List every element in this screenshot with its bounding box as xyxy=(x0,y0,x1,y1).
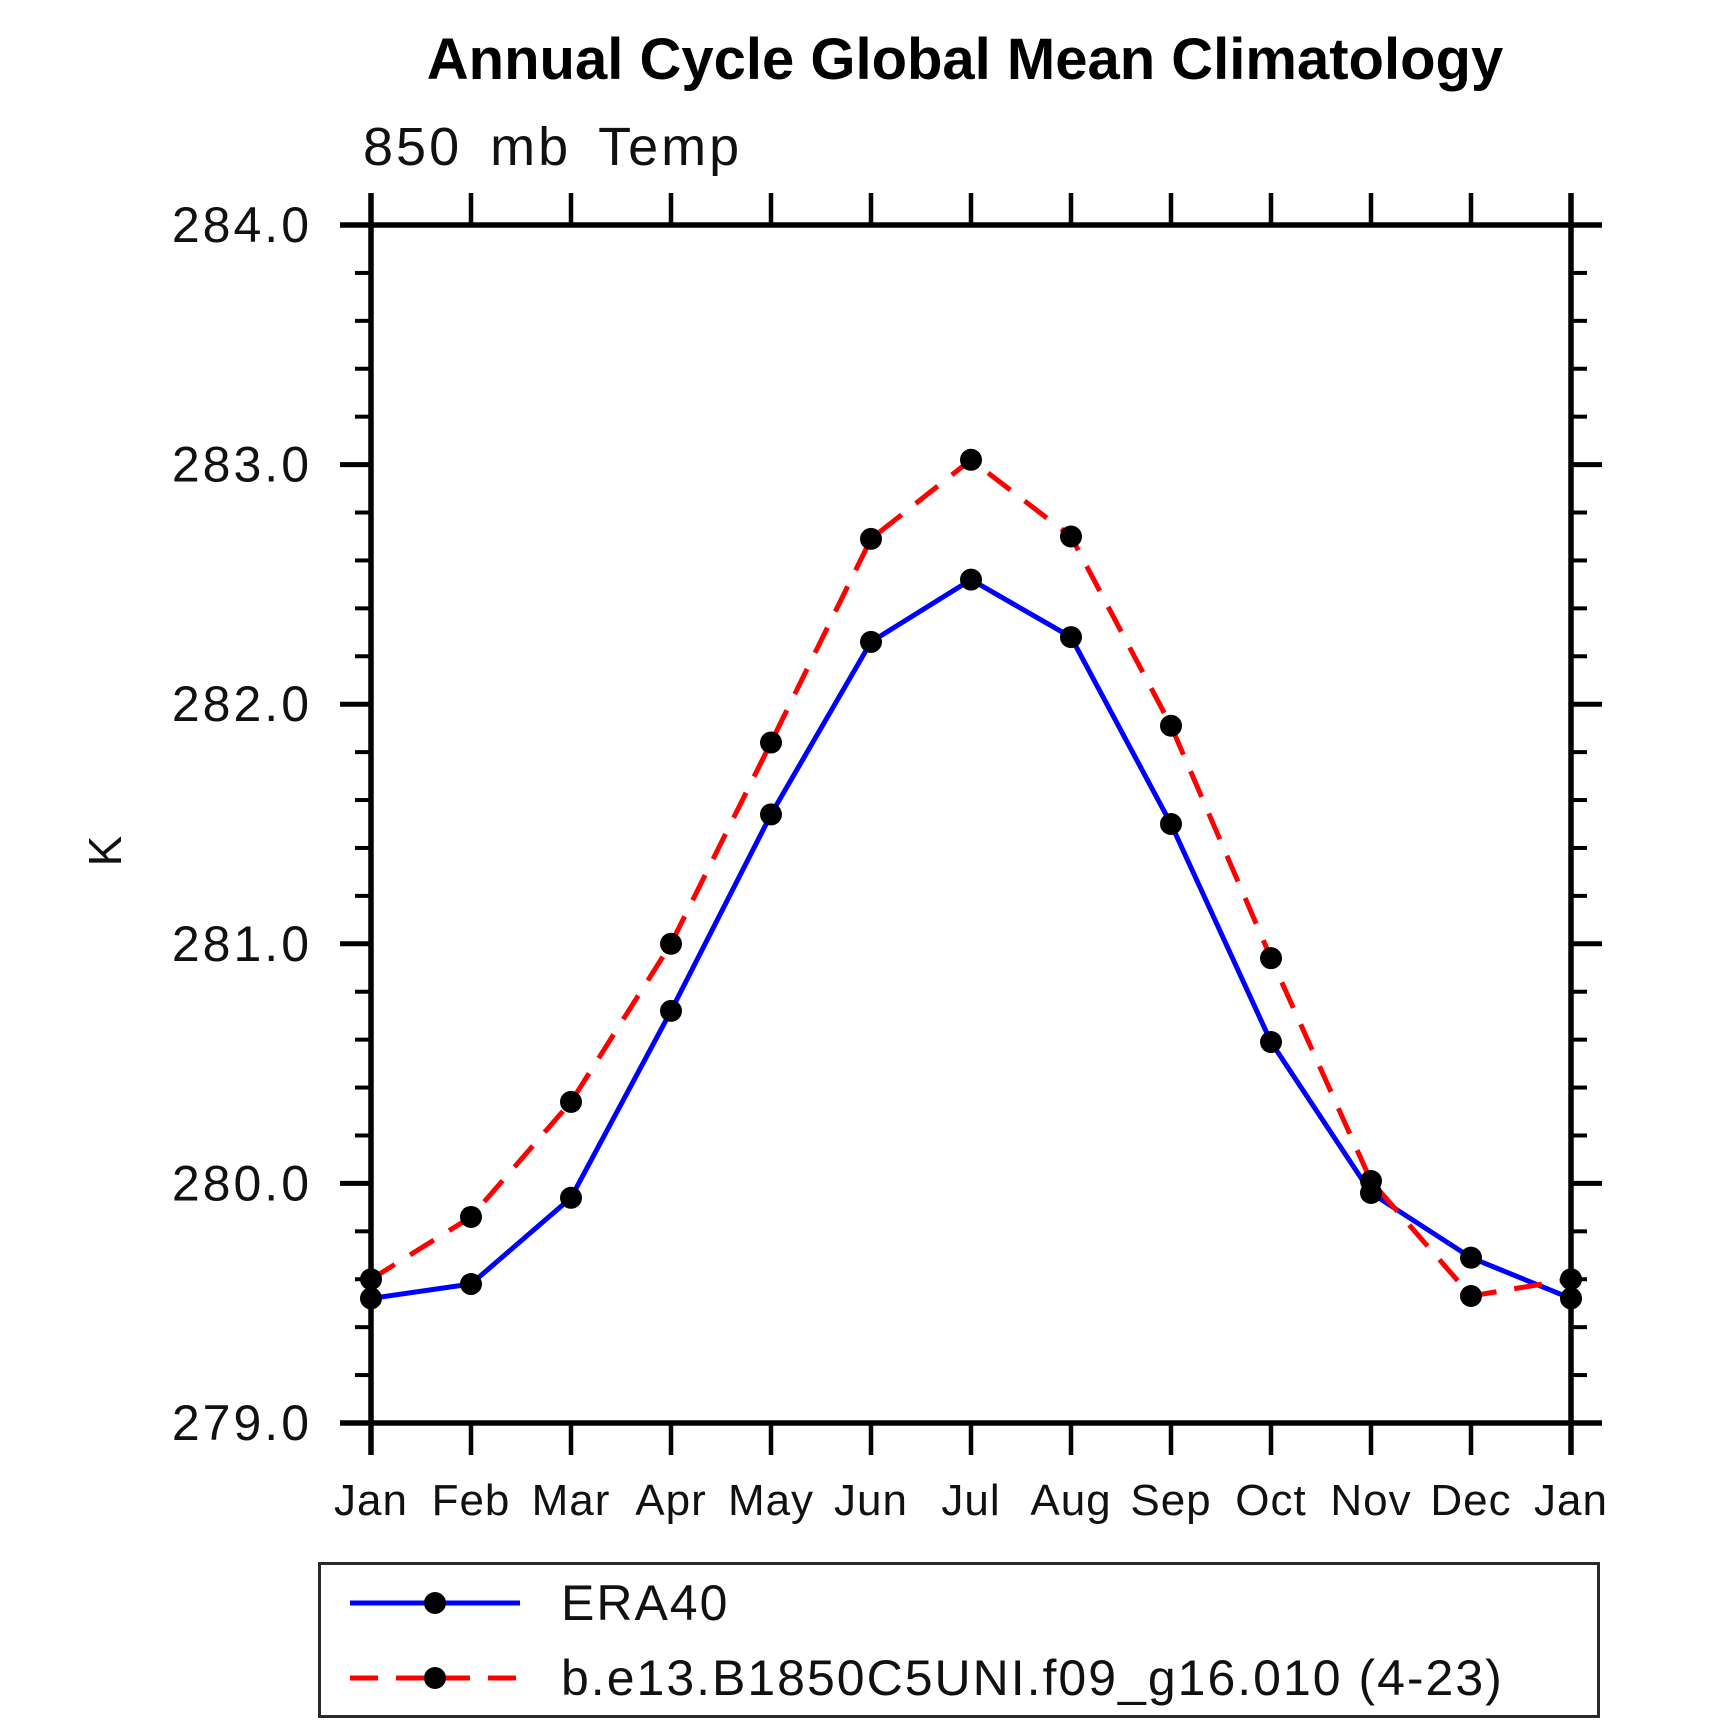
data-point-0 xyxy=(560,1186,582,1209)
data-point-0 xyxy=(1560,1287,1582,1310)
x-tick-label: Apr xyxy=(635,1476,706,1525)
y-tick-label: 283.0 xyxy=(172,437,312,493)
marker-dot-icon xyxy=(424,1666,446,1689)
x-tick-label: Feb xyxy=(432,1476,511,1525)
x-tick-label: May xyxy=(728,1476,814,1525)
data-point-1 xyxy=(1160,714,1182,737)
era40-line-swatch xyxy=(350,1591,520,1614)
data-point-1 xyxy=(1260,947,1282,970)
data-point-0 xyxy=(1160,813,1182,835)
data-point-1 xyxy=(1560,1268,1582,1291)
x-tick-label: Jun xyxy=(834,1476,908,1525)
series-line-0 xyxy=(370,576,1572,1301)
x-tick-label: Jan xyxy=(334,1476,408,1525)
legend-item-model: b.e13.B1850C5UNI.f09_g16.010 (4-23) xyxy=(321,1640,1597,1715)
page-title: Annual Cycle Global Mean Climatology xyxy=(426,27,1504,92)
y-tick-label: 279.0 xyxy=(172,1395,312,1451)
y-tick-label: 280.0 xyxy=(172,1155,312,1211)
x-tick-label: Mar xyxy=(532,1476,611,1525)
data-point-1 xyxy=(1060,525,1082,548)
data-point-0 xyxy=(1460,1246,1482,1269)
y-tick-label: 281.0 xyxy=(172,916,312,972)
data-point-1 xyxy=(560,1090,582,1113)
x-tick-label: Dec xyxy=(1430,1476,1511,1525)
marker-dot-icon xyxy=(424,1591,446,1614)
x-tick-label: Nov xyxy=(1330,1476,1411,1525)
data-point-1 xyxy=(760,731,782,754)
data-point-1 xyxy=(860,527,882,550)
x-tick-label: Aug xyxy=(1030,1476,1111,1525)
data-point-0 xyxy=(660,999,682,1022)
legend-label-model: b.e13.B1850C5UNI.f09_g16.010 (4-23) xyxy=(561,1649,1504,1706)
plot-subtitle: 850 mb Temp xyxy=(363,117,743,177)
x-tick-label: Sep xyxy=(1130,1476,1211,1525)
x-tick-label: Jul xyxy=(941,1476,1000,1525)
data-point-0 xyxy=(360,1287,382,1310)
data-point-0 xyxy=(760,803,782,826)
legend-label-era40: ERA40 xyxy=(561,1574,730,1631)
x-tick-label: Oct xyxy=(1235,1476,1306,1525)
data-point-0 xyxy=(460,1273,482,1296)
data-point-1 xyxy=(660,932,682,955)
data-point-1 xyxy=(1360,1170,1382,1193)
y-tick-label: 282.0 xyxy=(172,676,312,732)
data-point-0 xyxy=(860,630,882,653)
legend: ERA40 b.e13.B1850C5UNI.f09_g16.010 (4-23… xyxy=(318,1562,1600,1718)
model-line-swatch xyxy=(350,1666,520,1689)
y-tick-label: 284.0 xyxy=(172,197,312,253)
data-point-1 xyxy=(1460,1285,1482,1308)
data-point-0 xyxy=(960,568,982,591)
data-point-1 xyxy=(460,1205,482,1228)
data-point-1 xyxy=(960,448,982,471)
data-point-1 xyxy=(360,1268,382,1291)
data-point-0 xyxy=(1060,626,1082,649)
x-tick-label: Jan xyxy=(1534,1476,1608,1525)
data-point-0 xyxy=(1260,1031,1282,1054)
legend-item-era40: ERA40 xyxy=(321,1565,1597,1640)
